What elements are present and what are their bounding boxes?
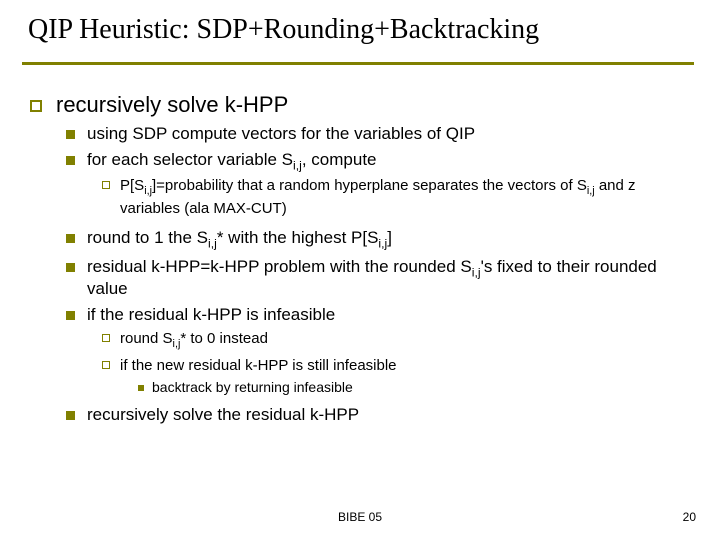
bullet-l2: for each selector variable Si,j, compute (66, 150, 690, 172)
sub: i,j (378, 237, 387, 251)
text-l3a: P[Si,j]=probability that a random hyperp… (120, 176, 690, 218)
filled-square-icon (66, 156, 75, 165)
sub: i,j (293, 158, 302, 172)
t: * to 0 instead (180, 330, 268, 347)
text-l1: recursively solve k-HPP (56, 92, 288, 118)
hollow-small-square-icon (102, 334, 110, 342)
text-l2a: using SDP compute vectors for the variab… (87, 124, 475, 144)
bullet-l2: recursively solve the residual k-HPP (66, 405, 690, 425)
filled-square-icon (66, 411, 75, 420)
text-l4a: backtrack by returning infeasible (152, 379, 353, 395)
body-content: recursively solve k-HPP using SDP comput… (30, 92, 690, 425)
bullet-l4: backtrack by returning infeasible (138, 379, 690, 395)
bullet-l2: if the residual k-HPP is infeasible (66, 305, 690, 325)
t: round S (120, 330, 173, 347)
text-l3c: if the new residual k-HPP is still infea… (120, 356, 397, 375)
text-l2e: if the residual k-HPP is infeasible (87, 305, 335, 325)
slide-title: QIP Heuristic: SDP+Rounding+Backtracking (28, 14, 539, 46)
t: round to 1 the S (87, 228, 208, 247)
sub: i,j (472, 265, 481, 279)
text-l2f: recursively solve the residual k-HPP (87, 405, 359, 425)
t: , compute (302, 150, 377, 169)
t: ]=probability that a random hyperplane s… (152, 177, 587, 194)
text-l2c: round to 1 the Si,j* with the highest P[… (87, 228, 392, 250)
text-l2b: for each selector variable Si,j, compute (87, 150, 377, 172)
filled-square-icon (66, 234, 75, 243)
bullet-l3: if the new residual k-HPP is still infea… (102, 356, 690, 375)
slide-number: 20 (683, 510, 696, 524)
tiny-square-icon (138, 385, 144, 391)
t: ] (387, 228, 392, 247)
text-l2d: residual k-HPP=k-HPP problem with the ro… (87, 257, 690, 299)
bullet-l3: P[Si,j]=probability that a random hyperp… (102, 176, 690, 218)
bullet-l2: residual k-HPP=k-HPP problem with the ro… (66, 257, 690, 299)
bullet-l2: using SDP compute vectors for the variab… (66, 124, 690, 144)
t: residual k-HPP=k-HPP problem with the ro… (87, 257, 472, 276)
filled-square-icon (66, 130, 75, 139)
sub: i,j (144, 185, 152, 197)
slide: QIP Heuristic: SDP+Rounding+Backtracking… (0, 0, 720, 540)
hollow-square-icon (30, 100, 42, 112)
t: P[S (120, 177, 144, 194)
bullet-l2: round to 1 the Si,j* with the highest P[… (66, 228, 690, 250)
text-l3b: round Si,j* to 0 instead (120, 329, 268, 352)
bullet-l3: round Si,j* to 0 instead (102, 329, 690, 352)
title-underline (22, 62, 694, 65)
sub: i,j (208, 237, 217, 251)
footer-center: BIBE 05 (0, 510, 720, 524)
filled-square-icon (66, 263, 75, 272)
bullet-l1: recursively solve k-HPP (30, 92, 690, 118)
t: for each selector variable S (87, 150, 293, 169)
sub: i,j (587, 185, 595, 197)
t: * with the highest P[S (217, 228, 379, 247)
filled-square-icon (66, 311, 75, 320)
hollow-small-square-icon (102, 361, 110, 369)
hollow-small-square-icon (102, 181, 110, 189)
